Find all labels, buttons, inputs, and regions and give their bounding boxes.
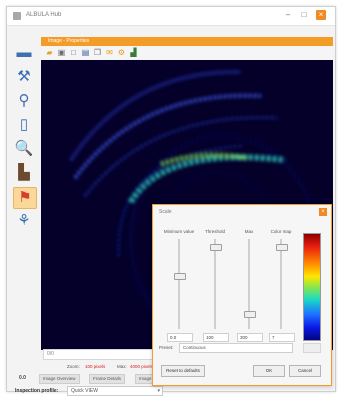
slider-label: Color map [270, 229, 292, 234]
ring-arc [83, 116, 278, 197]
reset-defaults-button[interactable]: Reset to defaults [161, 365, 205, 377]
preset-label: Preset: [159, 345, 174, 350]
highlight-tool-icon[interactable]: ⚑ [13, 187, 37, 209]
slider-colormap: Color map 7 [263, 229, 299, 342]
tabs-label: 0.0 [19, 375, 26, 381]
status-row: Zoom: 100 pixels Max: 4000 pixels [41, 363, 333, 371]
factory-tool-icon[interactable]: ▙ [18, 164, 30, 181]
color-scale-bar [303, 233, 321, 341]
slider-value-field[interactable]: 7 [269, 333, 295, 342]
status-value-max: 4000 pixels [130, 364, 153, 369]
window-title: ALBULA Hub [26, 12, 62, 18]
header-title: Image - Properties [48, 38, 90, 44]
ring-arc [69, 69, 242, 162]
cancel-button[interactable]: Cancel [289, 365, 321, 377]
copy-icon[interactable]: ❐ [93, 48, 102, 57]
profile-select[interactable]: Quick VIEW ▾ [67, 386, 163, 396]
ring-arc-bright [128, 154, 286, 204]
slider-threshold: Threshold 100 [197, 229, 233, 342]
slider-handle[interactable] [210, 244, 222, 252]
slider-track[interactable] [248, 239, 250, 329]
slider-track[interactable] [178, 239, 180, 329]
save-icon[interactable]: ▤ [81, 48, 90, 57]
mail-icon[interactable]: ✉ [106, 48, 113, 57]
folder-icon[interactable]: ▰ [46, 48, 53, 57]
tab-image-overview[interactable]: Image Overview [39, 374, 80, 384]
slider-track[interactable] [214, 239, 216, 329]
tool-icon[interactable]: ⚒ [17, 68, 31, 85]
minimize-icon[interactable]: – [285, 10, 291, 19]
slider-label: Threshold [204, 229, 225, 234]
image-toolbar: ▰ ▣ □ ▤ ❐ ✉ ⚙ ▟ [41, 47, 333, 59]
slider-handle[interactable] [276, 244, 288, 252]
histogram-icon[interactable]: ▟ [130, 48, 137, 57]
app-window: ALBULA Hub – □ × ▬ ⚒ ⚲ ▯ 🔍 ▙ ⚑ ⚘ Image -… [6, 6, 336, 396]
image-icon[interactable]: ▣ [57, 48, 66, 57]
profile-select-value: Quick VIEW [71, 388, 98, 394]
tab-frame-details[interactable]: Frame Details [89, 374, 126, 384]
dialog-title: Scale [159, 209, 172, 215]
status-label-zoom: Zoom: [67, 364, 80, 369]
slider-value-field[interactable]: 0.0 [167, 333, 193, 342]
dialog-close-icon[interactable]: × [319, 208, 327, 216]
ring-arc [117, 144, 242, 257]
profile-row: Inspection profile: Quick VIEW ▾ [13, 386, 333, 396]
maximize-icon[interactable]: □ [301, 10, 307, 19]
slider-handle[interactable] [244, 310, 256, 318]
slider-max: Max 300 [231, 229, 267, 342]
frame-input[interactable]: 0/0 [43, 349, 157, 360]
bottom-tabs: 0.0 Image Overview Frame Details Image T… [17, 373, 333, 384]
zoom-tool-icon[interactable]: 🔍 [14, 140, 34, 157]
image-tool-icon[interactable]: ▯ [19, 116, 29, 133]
preset-select[interactable]: Continuous [179, 343, 293, 353]
ruler-tool-icon[interactable]: ▬ [16, 44, 32, 61]
settings-icon[interactable]: ⚙ [117, 48, 126, 57]
slider-label: Minimum value [163, 229, 195, 234]
slider-minimum: Minimum value 0.0 [161, 229, 197, 342]
slider-track[interactable] [280, 239, 282, 329]
slider-handle[interactable] [174, 273, 186, 280]
preset-extra-field[interactable] [303, 343, 321, 353]
slider-value-field[interactable]: 100 [203, 333, 229, 342]
title-bar: ALBULA Hub – □ × [7, 7, 335, 26]
brush-tool-icon[interactable]: ⚲ [18, 92, 30, 109]
preset-select-value: Continuous [183, 345, 206, 350]
new-window-icon[interactable]: □ [71, 48, 76, 57]
ring-arc-brightest [160, 152, 248, 167]
frame-input-value: 0/0 [47, 351, 54, 357]
measure-tool-icon[interactable]: ⚘ [17, 212, 31, 229]
close-icon[interactable]: × [316, 10, 326, 20]
profile-label: Inspection profile: [15, 388, 59, 394]
scale-dialog: Scale × Minimum value 0.0 Threshold 100 … [152, 204, 332, 386]
slider-value-field[interactable]: 300 [237, 333, 263, 342]
chevron-down-icon: ▾ [157, 388, 160, 394]
left-toolbar: ▬ ⚒ ⚲ ▯ 🔍 ▙ ⚑ ⚘ [9, 43, 39, 243]
image-header: Image - Properties [41, 37, 333, 46]
ok-button[interactable]: OK [253, 365, 285, 377]
status-label-max: Max: [117, 364, 127, 369]
slider-label: Max [244, 229, 254, 234]
status-value-zoom: 100 pixels [85, 364, 106, 369]
ring-arc [73, 93, 262, 180]
app-icon [13, 12, 21, 20]
